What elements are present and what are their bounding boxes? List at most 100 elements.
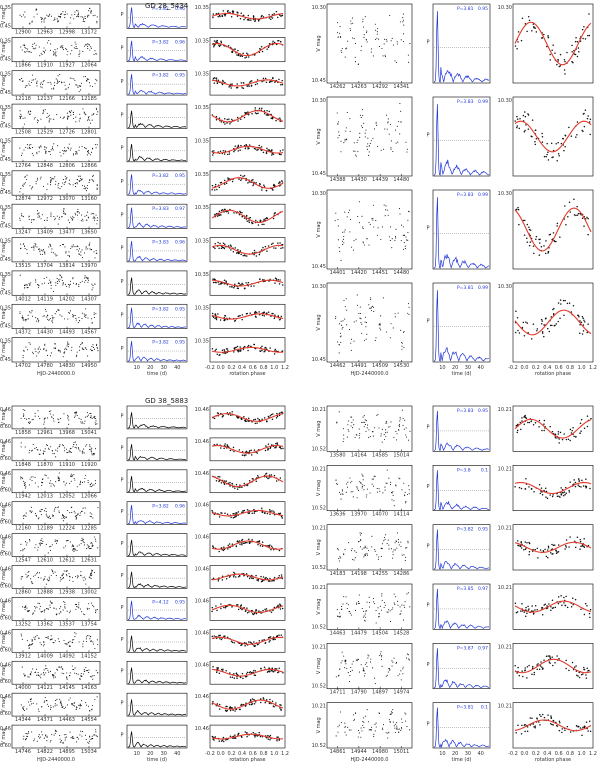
lightcurve-frame xyxy=(11,469,101,494)
phase-point xyxy=(239,314,241,317)
lightcurve-point xyxy=(21,606,24,608)
lightcurve-point xyxy=(42,109,44,111)
lightcurve-point xyxy=(40,514,43,516)
lightcurve-point xyxy=(41,253,43,255)
lightcurve-point xyxy=(343,242,345,244)
lightcurve-point xyxy=(58,15,60,17)
lightcurve-point xyxy=(75,151,77,153)
lightcurve-point xyxy=(46,637,48,639)
lightcurve-point xyxy=(45,699,47,702)
lightcurve-point xyxy=(362,115,364,117)
phase-point xyxy=(256,643,259,646)
phase-point xyxy=(554,436,557,438)
periodogram-frame xyxy=(432,189,491,270)
lightcurve-point xyxy=(54,571,56,573)
periodogram-frame xyxy=(126,103,188,129)
phase-point xyxy=(239,350,242,352)
lightcurve-point xyxy=(77,85,79,87)
lightcurve-point xyxy=(55,51,57,53)
lightcurve-point xyxy=(354,56,356,58)
phase-point xyxy=(221,83,224,86)
lightcurve-point xyxy=(362,228,364,230)
lightcurve-point xyxy=(28,644,30,646)
lightcurve-point xyxy=(87,608,89,610)
phase-point xyxy=(253,512,256,514)
lightcurve-point xyxy=(353,559,355,561)
lightcurve-point xyxy=(370,307,372,309)
lightcurve-point xyxy=(73,510,75,512)
lightcurve-point xyxy=(70,451,72,453)
lightcurve-tick-label: 14164 xyxy=(351,452,367,458)
lightcurve-point xyxy=(37,674,39,676)
lightcurve-point xyxy=(34,415,36,417)
lightcurve-point xyxy=(54,640,56,642)
phase-point xyxy=(569,439,571,442)
phase-point xyxy=(259,735,262,738)
lightcurve-point xyxy=(66,348,68,351)
lightcurve-point xyxy=(371,535,373,537)
lightcurve-point xyxy=(84,113,86,115)
lightcurve-ytick-label: 10.46 xyxy=(0,567,11,573)
lightcurve-point xyxy=(76,16,78,18)
phase-point xyxy=(230,414,232,416)
lightcurve-point xyxy=(24,541,27,543)
phase-point xyxy=(279,608,282,610)
phase-point xyxy=(271,152,274,155)
phase-point xyxy=(223,183,226,185)
lightcurve-point xyxy=(59,351,61,353)
lightcurve-point xyxy=(48,576,50,578)
lightcurve-point xyxy=(60,46,62,48)
lightcurve-tick-label: 14344 xyxy=(15,717,31,723)
phase-point xyxy=(541,320,544,322)
lightcurve-point xyxy=(54,313,56,315)
lightcurve-tick-label: 13477 xyxy=(59,230,75,236)
lightcurve-point xyxy=(23,706,25,708)
lightcurve-point xyxy=(22,317,24,319)
lightcurve-point xyxy=(352,249,355,251)
lightcurve-point xyxy=(28,144,30,146)
lightcurve-point xyxy=(56,704,58,706)
lightcurve-point xyxy=(353,38,355,40)
lightcurve-point xyxy=(83,313,85,315)
lightcurve-frame xyxy=(11,203,101,229)
phase-point xyxy=(571,51,573,53)
lightcurve-point xyxy=(357,151,359,153)
lightcurve-point xyxy=(67,343,69,345)
lightcurve-point xyxy=(54,176,56,178)
lightcurve-point xyxy=(91,602,93,604)
phase-point xyxy=(528,19,531,22)
phase-point xyxy=(568,126,570,129)
lightcurve-point xyxy=(26,50,28,52)
lightcurve-point xyxy=(20,635,23,637)
lightcurve-point xyxy=(78,91,80,93)
phase-point xyxy=(564,146,566,148)
lightcurve-point xyxy=(83,185,86,187)
phase-point xyxy=(547,252,549,254)
phase-point xyxy=(530,338,533,340)
lightcurve-point xyxy=(354,150,356,152)
lightcurve-point xyxy=(366,148,369,150)
lightcurve-tick-label: 14119 xyxy=(37,296,53,302)
phase-point xyxy=(236,349,239,352)
phase-point xyxy=(250,345,252,348)
lightcurve-point xyxy=(63,517,65,519)
lightcurve-tick-label: 13650 xyxy=(81,230,97,236)
lightcurve-point xyxy=(387,121,389,123)
lightcurve-point xyxy=(50,287,52,289)
lightcurve-point xyxy=(50,245,52,247)
phase-point xyxy=(235,545,238,547)
periodogram-confidence-label: 0.1 xyxy=(481,467,488,473)
phase-point xyxy=(253,645,256,648)
lightcurve-frame xyxy=(326,3,413,84)
lightcurve-point xyxy=(67,318,69,320)
lightcurve-point xyxy=(35,183,37,185)
lightcurve-point xyxy=(51,88,53,90)
lightcurve-point xyxy=(26,252,28,254)
lightcurve-point xyxy=(43,419,45,421)
lightcurve-point xyxy=(339,250,341,252)
phase-point xyxy=(231,482,233,485)
phase-point xyxy=(254,418,257,421)
lightcurve-point xyxy=(56,450,58,452)
